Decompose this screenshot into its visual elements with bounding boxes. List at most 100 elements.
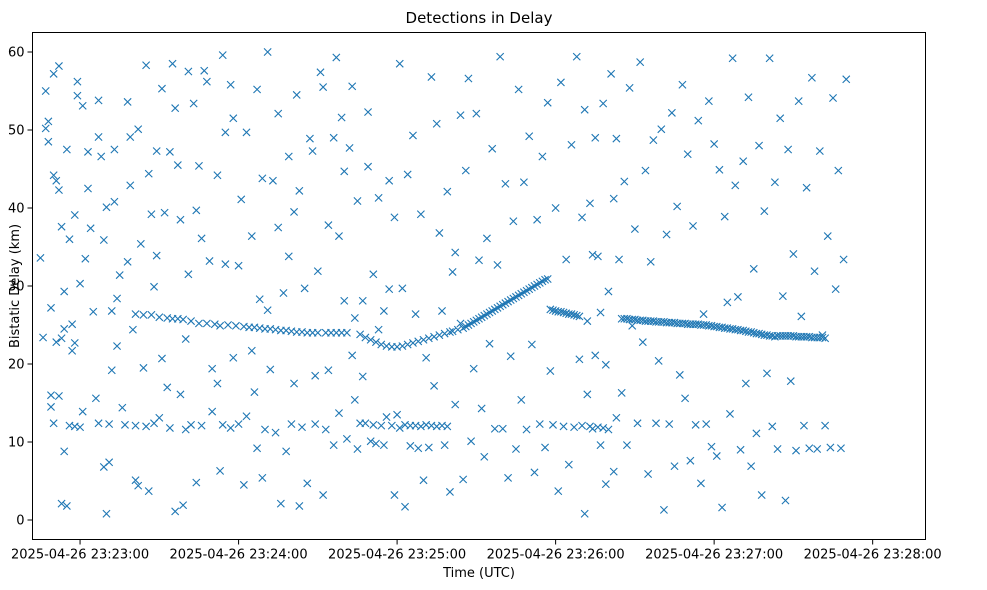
data-point [475,256,483,265]
data-point [308,147,317,156]
data-point [110,145,119,154]
data-point [234,261,243,270]
data-point [781,496,790,505]
data-point [290,379,299,388]
data-point [467,437,476,446]
data-point [157,84,166,93]
data-point [673,202,682,211]
data-point [348,351,357,360]
data-point [123,97,132,106]
data-point [168,59,177,68]
data-point [208,364,217,373]
data-point [377,421,386,430]
data-point [266,365,275,374]
data-point [583,317,592,326]
data-point [142,422,151,431]
data-point [334,232,343,241]
data-point [324,366,333,375]
data-point [218,51,227,60]
data-point [41,124,50,133]
data-point [733,292,742,301]
data-point [715,165,724,174]
data-point [150,282,159,291]
data-point [831,285,840,294]
data-point [427,72,436,81]
data-point [509,217,518,226]
data-point [411,310,420,319]
data-point [535,420,544,429]
data-point [62,501,71,510]
data-point [73,91,82,100]
data-point [165,423,174,432]
data-point [615,255,624,264]
data-point [683,150,692,159]
data-point [826,443,835,452]
data-point [789,250,798,259]
data-point [593,252,602,261]
data-point [57,334,66,343]
data-point [686,456,695,465]
data-point [564,460,573,469]
data-point [113,294,122,303]
data-point [313,328,322,337]
data-point [62,145,71,154]
data-point [575,355,584,364]
data-point [575,312,584,321]
data-point [630,225,639,234]
data-point [171,507,180,516]
data-point [382,413,391,422]
data-point [752,429,761,438]
data-point [179,501,188,510]
data-point [374,193,383,202]
data-point [659,505,668,514]
x-tick-label: 2025-04-26 23:24:00 [170,548,308,563]
data-point [78,407,87,416]
data-point [366,335,375,344]
data-point [604,425,613,434]
data-point [818,333,827,342]
data-point [580,105,589,114]
data-point [171,104,180,113]
data-point [54,391,63,400]
data-point [438,306,447,315]
data-point [295,501,304,510]
data-point [440,441,449,450]
data-point [739,326,748,335]
data-point [416,422,425,431]
data-point [276,499,285,508]
data-point [665,420,674,429]
data-point [54,62,63,71]
data-point [620,177,629,186]
data-point [416,210,425,219]
data-point [387,421,396,430]
data-point [451,400,460,409]
y-tick-label: 10 [8,436,25,451]
data-point [657,125,666,134]
data-point [118,403,127,412]
data-point [419,335,428,344]
data-point [548,420,557,429]
data-point [612,134,621,143]
data-point [432,119,441,128]
data-point [527,340,536,349]
data-point [221,260,230,269]
data-point [525,132,534,141]
data-point [107,306,116,315]
data-point [356,330,365,339]
data-point [253,444,262,453]
data-point [131,476,140,485]
data-point [295,186,304,195]
y-axis-label: Bistatic Delay (km) [8,224,23,348]
data-point [81,254,90,263]
data-point [662,230,671,239]
data-point [83,147,92,156]
data-point [786,377,795,386]
data-point [160,208,169,217]
data-point [654,356,663,365]
data-point [176,390,185,399]
data-point [543,274,552,283]
data-point [60,324,69,333]
data-point [49,419,58,428]
data-point [461,166,470,175]
data-point [760,207,769,216]
